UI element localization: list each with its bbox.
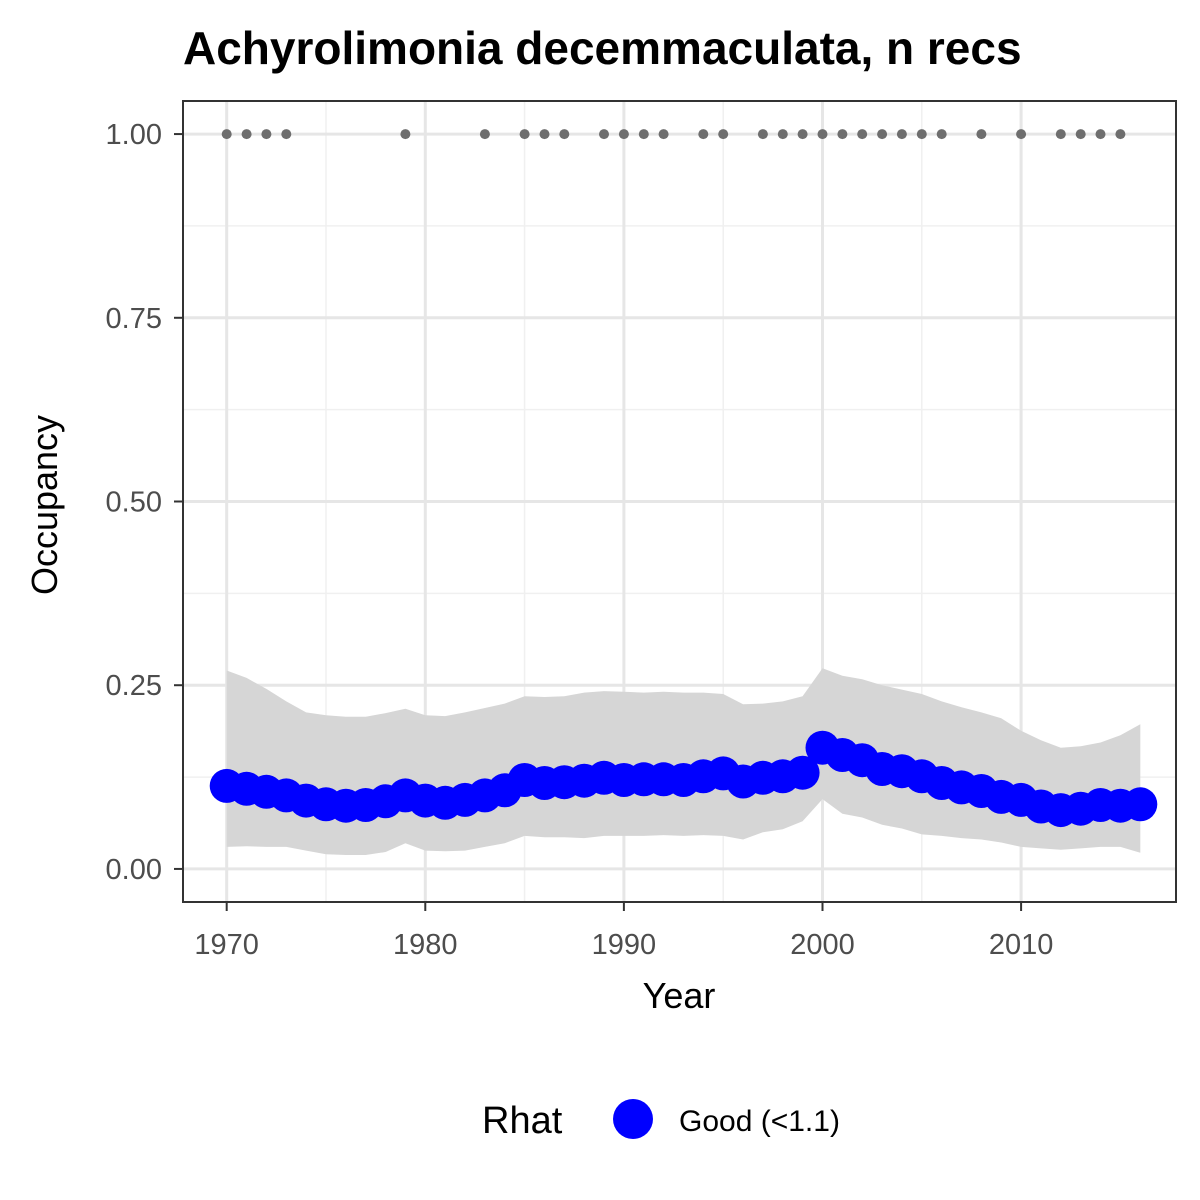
record-point: [837, 129, 848, 140]
record-point: [698, 129, 709, 140]
record-point: [658, 129, 669, 140]
record-point: [479, 129, 490, 140]
record-point: [757, 129, 768, 140]
legend-title: Rhat: [482, 1100, 563, 1142]
record-point: [857, 129, 868, 140]
y-tick-label: 0.50: [106, 487, 162, 519]
record-point: [1095, 129, 1106, 140]
record-point: [400, 129, 411, 140]
record-point: [559, 129, 570, 140]
record-point: [896, 129, 907, 140]
y-tick-label: 1.00: [106, 119, 162, 151]
x-tick-label: 1990: [592, 929, 657, 961]
x-axis-label: Year: [643, 975, 716, 1016]
x-tick-label: 2000: [790, 929, 855, 961]
chart-title: Achyrolimonia decemmaculata, n recs: [183, 22, 1022, 74]
record-point: [817, 129, 828, 140]
record-points: [221, 129, 1126, 140]
occupancy-point: [785, 755, 820, 790]
y-tick-label: 0.75: [106, 303, 162, 335]
record-point: [618, 129, 629, 140]
record-point: [221, 129, 232, 140]
y-tick-label: 0.25: [106, 670, 162, 702]
record-point: [1055, 129, 1066, 140]
record-point: [1075, 129, 1086, 140]
record-point: [539, 129, 550, 140]
record-point: [1115, 129, 1126, 140]
y-axis-ticks: 0.00 0.25 0.50 0.75 1.00: [106, 119, 183, 886]
record-point: [261, 129, 272, 140]
record-point: [976, 129, 987, 140]
x-tick-label: 2010: [989, 929, 1054, 961]
record-point: [936, 129, 947, 140]
record-point: [638, 129, 649, 140]
legend-key-good: [613, 1099, 653, 1139]
record-point: [599, 129, 609, 140]
y-axis-label: Occupancy: [24, 415, 65, 595]
record-point: [777, 129, 788, 140]
occupancy-point: [1123, 787, 1158, 822]
x-tick-label: 1970: [194, 929, 259, 961]
x-tick-label: 1980: [393, 929, 458, 961]
record-point: [519, 129, 530, 140]
y-tick-label: 0.00: [106, 854, 162, 886]
occupancy-points: [209, 730, 1158, 828]
legend: Rhat Good (<1.1): [482, 1099, 840, 1142]
record-point: [241, 129, 252, 140]
record-point: [1016, 129, 1027, 140]
legend-label-good: Good (<1.1): [679, 1105, 840, 1138]
record-point: [281, 129, 292, 140]
record-point: [877, 129, 888, 140]
record-point: [797, 129, 808, 140]
x-axis-ticks: 1970 1980 1990 2000 2010: [194, 902, 1053, 961]
record-point: [718, 129, 729, 140]
record-point: [916, 129, 927, 140]
